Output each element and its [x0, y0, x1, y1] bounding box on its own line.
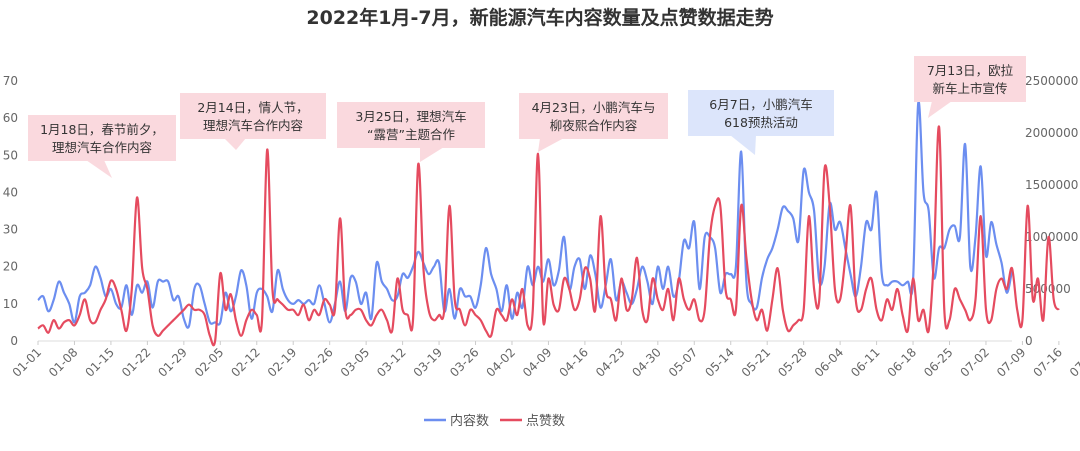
- x-tick-label: 04-30: [629, 345, 664, 380]
- annotation-box: [519, 93, 668, 139]
- annotation-box: [28, 115, 176, 161]
- y-right-tick-label: 2500000: [1025, 74, 1078, 88]
- y-left-tick-label: 30: [3, 223, 18, 237]
- series-line-likes: [37, 125, 1060, 347]
- legend-label: 点赞数: [526, 414, 565, 429]
- annotation-box: [337, 102, 485, 148]
- annotation-text: 6月7日，小鹏汽车: [709, 97, 812, 112]
- y-left-tick-label: 0: [10, 334, 18, 348]
- x-tick-label: 04-02: [484, 345, 519, 380]
- x-tick-label: 06-11: [848, 345, 883, 380]
- annotation-text: 3月25日，理想汽车: [355, 109, 466, 124]
- legend-item: 点赞数: [500, 414, 565, 429]
- annotation-tail: [86, 160, 112, 178]
- x-tick-label: 05-14: [702, 345, 737, 380]
- annotation-callout: 3月25日，理想汽车 “露营”主题合作: [337, 102, 485, 162]
- annotation-tail: [538, 138, 564, 152]
- legend-label: 内容数: [450, 413, 489, 429]
- annotation-box: [914, 56, 1026, 102]
- y-left-tick-label: 60: [3, 111, 18, 125]
- chart-title: 2022年1月-7月，新能源汽车内容数量及点赞数据走势: [306, 6, 773, 29]
- annotation-text: 7月13日，欧拉: [927, 63, 1014, 78]
- y-left-tick-label: 20: [3, 260, 18, 274]
- annotation-callout: 1月18日，春节前夕， 理想汽车合作内容: [28, 115, 176, 178]
- y-left-tick-label: 10: [3, 297, 18, 311]
- annotation-text: 2月14日，情人节，: [197, 100, 308, 115]
- annotation-text: 新车上市宣传: [932, 81, 1007, 96]
- x-tick-label: 05-07: [666, 345, 701, 380]
- y-left-tick-label: 70: [3, 74, 18, 88]
- annotation-tail: [928, 101, 952, 118]
- y-left-tick-label: 40: [3, 185, 18, 199]
- annotation-callout: 6月7日，小鹏汽车 618预热活动: [688, 90, 834, 155]
- chart-annotations: 1月18日，春节前夕， 理想汽车合作内容 2月14日，情人节， 理想汽车合作内容 3月2…: [28, 56, 1026, 178]
- x-tick-label: 01-01: [10, 345, 45, 380]
- annotation-text: “露营”主题合作: [367, 127, 455, 142]
- x-tick-label: 07-09: [994, 345, 1029, 380]
- annotation-tail: [730, 135, 756, 155]
- x-tick-label: 07-23: [1067, 345, 1080, 380]
- x-tick-label: 05-21: [739, 345, 774, 380]
- x-tick-label: 02-26: [301, 345, 336, 380]
- x-tick-label: 03-26: [447, 345, 482, 380]
- annotation-tail: [420, 147, 444, 162]
- x-tick-label: 04-09: [520, 345, 555, 380]
- annotation-box: [180, 93, 326, 139]
- y-left-tick-label: 50: [3, 148, 18, 162]
- x-tick-label: 07-16: [1030, 345, 1065, 380]
- y-right-tick-label: 1500000: [1025, 178, 1078, 192]
- y-right-tick-label: 2000000: [1025, 126, 1078, 140]
- x-tick-label: 01-29: [155, 345, 190, 380]
- annotation-text: 618预热活动: [724, 115, 798, 130]
- x-tick-label: 01-08: [46, 345, 81, 380]
- annotation-text: 理想汽车合作内容: [203, 118, 303, 133]
- annotation-box: [688, 90, 834, 136]
- chart-legend: 内容数 点赞数: [424, 413, 565, 429]
- x-tick-label: 02-05: [192, 345, 227, 380]
- x-tick-label: 02-19: [265, 345, 300, 380]
- x-tick-label: 03-12: [374, 345, 409, 380]
- x-tick-label: 03-05: [338, 345, 373, 380]
- annotation-tail: [224, 138, 246, 150]
- annotation-callout: 2月14日，情人节， 理想汽车合作内容: [180, 93, 326, 150]
- x-tick-label: 04-16: [556, 345, 591, 380]
- x-tick-label: 06-25: [921, 345, 956, 380]
- annotation-text: 4月23日，小鹏汽车与: [532, 100, 656, 115]
- x-tick-label: 03-19: [411, 345, 446, 380]
- y-right-tick-label: 1000000: [1025, 230, 1078, 244]
- annotation-text: 1月18日，春节前夕，: [40, 122, 164, 137]
- legend-item: 内容数: [424, 413, 489, 429]
- x-tick-label: 02-12: [228, 345, 263, 380]
- x-tick-label: 06-18: [885, 345, 920, 380]
- x-tick-label: 07-02: [958, 345, 993, 380]
- annotation-text: 理想汽车合作内容: [52, 140, 152, 155]
- x-tick-label: 01-22: [119, 345, 154, 380]
- x-tick-label: 05-28: [775, 345, 810, 380]
- x-tick-label: 04-23: [593, 345, 628, 380]
- chart-series: [37, 100, 1060, 347]
- x-tick-label: 06-04: [812, 345, 847, 380]
- x-tick-label: 01-15: [82, 345, 117, 380]
- y-right-tick-label: 0: [1025, 334, 1033, 348]
- annotation-text: 柳夜熙合作内容: [550, 118, 638, 133]
